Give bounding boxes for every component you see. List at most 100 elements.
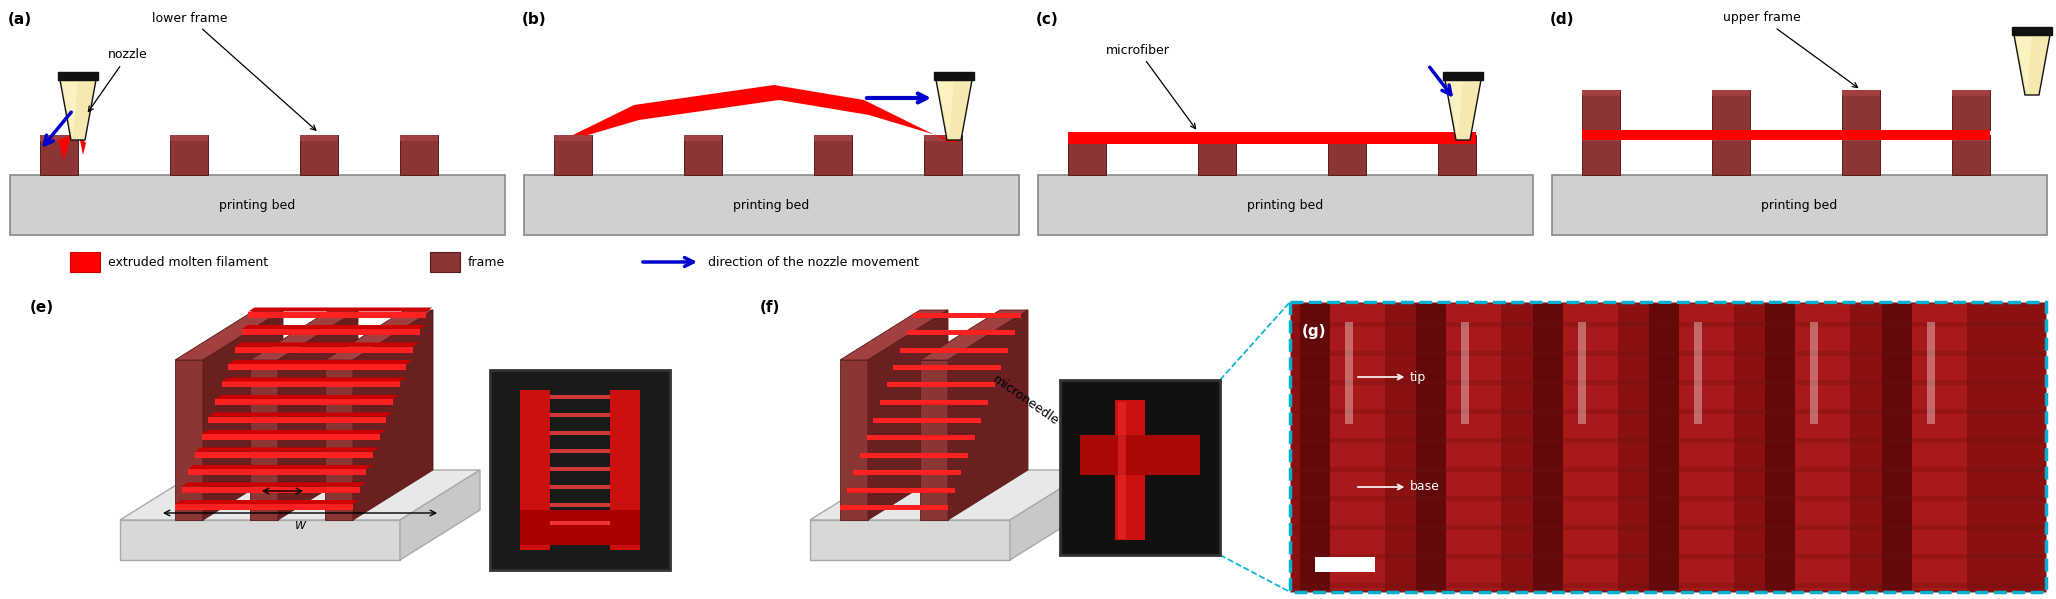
Polygon shape — [251, 360, 278, 520]
Bar — [1694, 322, 1702, 423]
Text: printing bed: printing bed — [734, 198, 810, 211]
Bar — [551, 395, 611, 399]
Polygon shape — [938, 82, 954, 138]
Bar — [1289, 302, 2046, 592]
Polygon shape — [249, 307, 432, 311]
Bar — [1766, 304, 1795, 590]
Bar — [1061, 380, 1219, 555]
Polygon shape — [175, 500, 360, 504]
Text: (b): (b) — [522, 12, 547, 27]
Bar — [814, 135, 851, 175]
Polygon shape — [119, 520, 401, 560]
Bar — [1330, 304, 1386, 590]
Bar — [1912, 304, 1966, 590]
Bar — [1713, 90, 1750, 96]
Text: (e): (e) — [31, 300, 53, 315]
Bar — [1842, 90, 1879, 130]
Polygon shape — [216, 399, 393, 405]
Bar — [923, 135, 962, 175]
Bar — [1462, 322, 1470, 423]
Bar — [1114, 400, 1145, 540]
Polygon shape — [243, 325, 426, 329]
Bar — [300, 135, 337, 175]
Polygon shape — [228, 360, 413, 364]
Polygon shape — [841, 310, 948, 360]
Bar — [553, 135, 592, 175]
Polygon shape — [1447, 82, 1464, 138]
Bar — [1437, 135, 1476, 141]
Bar — [551, 431, 611, 435]
Bar — [551, 449, 611, 453]
Bar — [1291, 438, 2044, 443]
Bar — [1291, 351, 2044, 356]
Text: frame: frame — [469, 256, 506, 268]
Text: microfiber: microfiber — [1106, 44, 1195, 129]
Polygon shape — [249, 311, 426, 317]
Bar — [1328, 135, 1365, 175]
Polygon shape — [1445, 80, 1480, 140]
Bar — [551, 413, 611, 417]
Polygon shape — [919, 310, 1028, 360]
Bar — [551, 467, 611, 471]
Polygon shape — [325, 310, 434, 360]
Bar — [551, 521, 611, 525]
Bar — [1291, 583, 2044, 588]
Bar — [1437, 135, 1476, 175]
Bar — [1581, 90, 1620, 96]
Bar — [1881, 304, 1912, 590]
Text: tip: tip — [1357, 371, 1427, 383]
Bar — [1951, 90, 1990, 96]
Text: lower frame: lower frame — [152, 11, 317, 130]
Polygon shape — [60, 80, 97, 140]
Polygon shape — [868, 435, 975, 440]
Bar — [401, 135, 438, 175]
Bar — [39, 135, 78, 141]
Polygon shape — [175, 504, 354, 510]
Polygon shape — [201, 430, 387, 434]
Polygon shape — [948, 310, 1028, 520]
Text: printing bed: printing bed — [1248, 198, 1324, 211]
Text: H: H — [278, 469, 286, 479]
Polygon shape — [208, 413, 393, 416]
Bar — [1842, 90, 1879, 96]
Polygon shape — [234, 343, 419, 346]
Polygon shape — [841, 505, 948, 510]
Bar — [39, 135, 78, 175]
Polygon shape — [919, 360, 948, 520]
Polygon shape — [278, 310, 358, 520]
Bar — [1345, 322, 1353, 423]
Polygon shape — [228, 364, 407, 370]
Bar — [171, 135, 208, 175]
Bar — [1581, 135, 1620, 175]
Bar — [933, 72, 975, 80]
Bar — [1842, 135, 1879, 175]
Bar — [551, 503, 611, 507]
Bar — [1581, 130, 1990, 140]
Bar — [70, 252, 101, 272]
Polygon shape — [119, 470, 479, 520]
Text: upper frame: upper frame — [1723, 11, 1859, 87]
Bar — [553, 135, 592, 141]
Bar — [1067, 135, 1106, 141]
Polygon shape — [880, 400, 989, 405]
Text: (g): (g) — [1301, 324, 1326, 339]
Bar — [814, 135, 851, 141]
Polygon shape — [935, 80, 972, 140]
Bar — [1079, 435, 1201, 475]
Text: W: W — [294, 521, 306, 531]
Text: (c): (c) — [1036, 12, 1059, 27]
Polygon shape — [810, 470, 1090, 520]
Polygon shape — [62, 82, 78, 138]
Polygon shape — [181, 486, 360, 492]
Bar — [1552, 175, 2048, 235]
Polygon shape — [222, 382, 399, 388]
Text: (f): (f) — [761, 300, 781, 315]
Bar — [1563, 304, 1618, 590]
Bar — [1417, 304, 1445, 590]
Polygon shape — [859, 452, 968, 458]
Bar — [1581, 90, 1620, 130]
Bar — [611, 390, 639, 550]
Polygon shape — [1009, 470, 1090, 560]
Polygon shape — [847, 488, 954, 492]
Bar — [923, 135, 962, 141]
